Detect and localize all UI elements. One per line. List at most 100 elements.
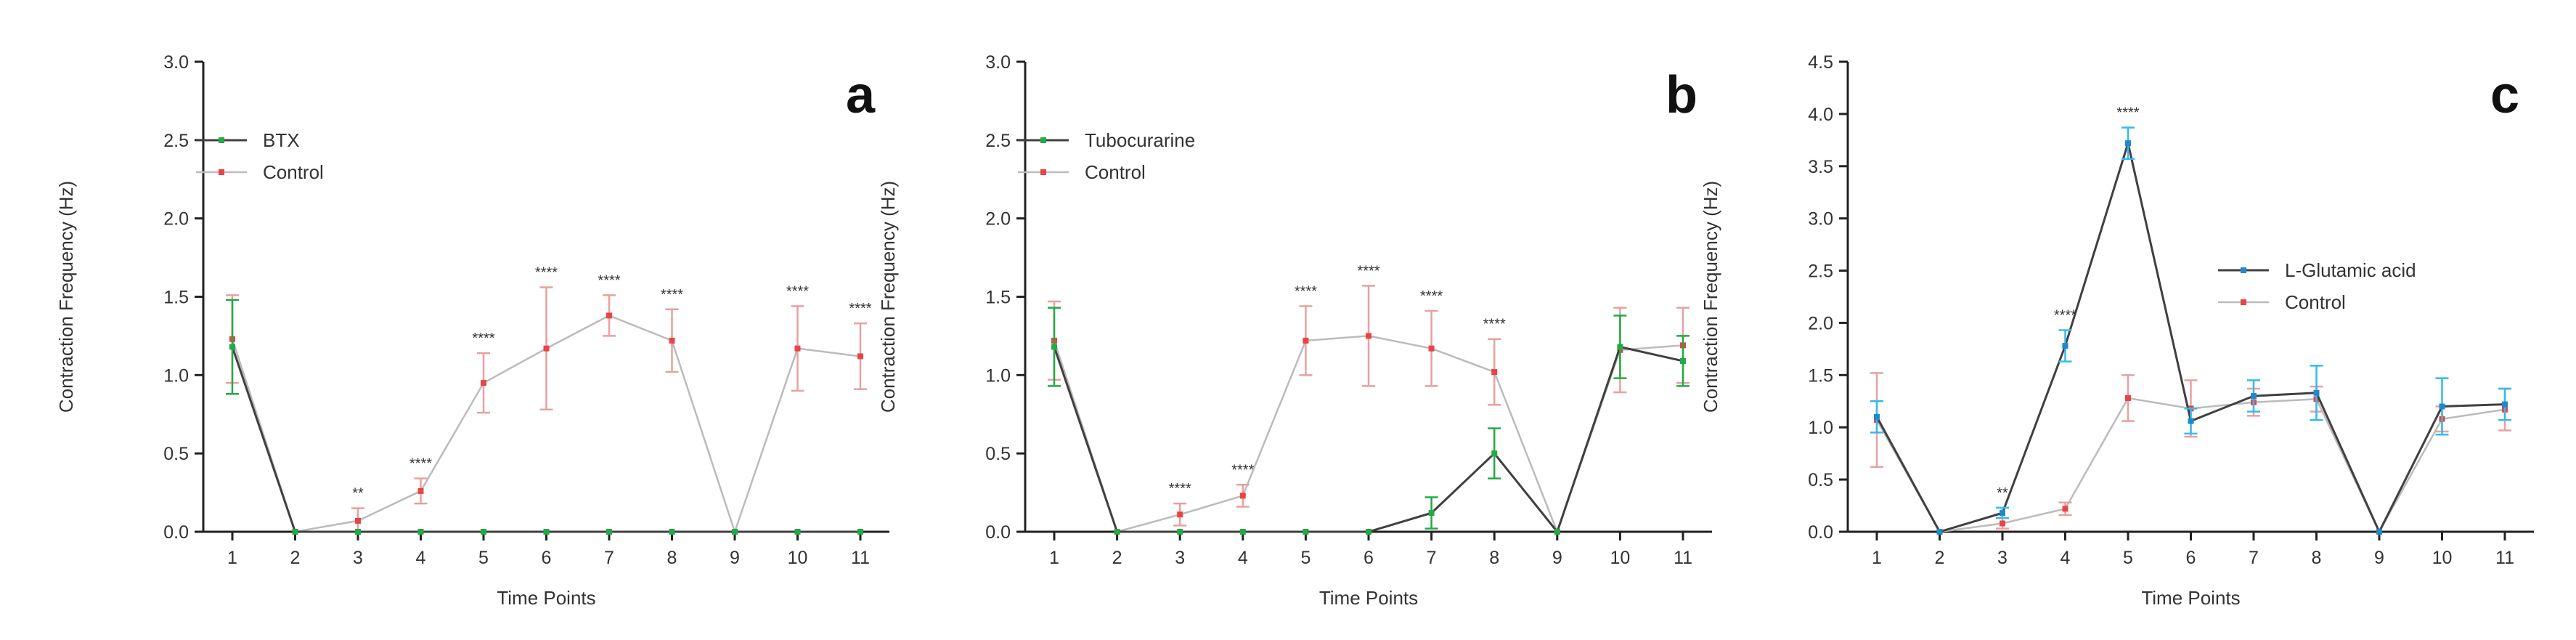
panel-letter: a bbox=[846, 66, 876, 124]
data-point bbox=[669, 529, 675, 535]
legend-label: Tubocurarine bbox=[1085, 129, 1195, 151]
legend-label: Control bbox=[2285, 291, 2346, 313]
y-tick-label: 3.0 bbox=[1808, 209, 1833, 230]
y-tick-label: 1.5 bbox=[163, 288, 189, 308]
data-point bbox=[1177, 511, 1183, 518]
x-tick-label: 5 bbox=[478, 548, 489, 568]
x-tick-label: 9 bbox=[2374, 548, 2384, 568]
significance-marker: **** bbox=[661, 287, 683, 303]
x-tick-label: 1 bbox=[1049, 548, 1059, 568]
x-tick-label: 9 bbox=[1552, 548, 1562, 568]
significance-marker: **** bbox=[2054, 308, 2076, 324]
legend-swatch-marker bbox=[1040, 137, 1046, 143]
chart-panel-a: 0.0 0.5 1.0 1.5 2.0 2.5 3.0 1 2 3 4 5 6 7 8 9 10 11 Time P… bbox=[55, 52, 889, 609]
y-axis-title: Contraction Frequency (Hz) bbox=[55, 181, 77, 413]
y-tick-label: 0.0 bbox=[985, 522, 1011, 543]
y-tick-label: 1.0 bbox=[1808, 418, 1833, 438]
y-tick-label: 1.5 bbox=[985, 288, 1011, 308]
data-point bbox=[1554, 529, 1560, 535]
data-point bbox=[1051, 344, 1057, 350]
x-tick-label: 1 bbox=[1872, 548, 1882, 568]
significance-marker: **** bbox=[786, 283, 809, 299]
significance-marker: **** bbox=[598, 272, 620, 288]
data-point bbox=[606, 312, 612, 319]
data-point bbox=[1177, 529, 1183, 535]
legend: Tubocurarine Control bbox=[1018, 129, 1195, 183]
data-point bbox=[606, 529, 612, 535]
data-point bbox=[292, 529, 298, 535]
legend-swatch-marker bbox=[2241, 267, 2246, 273]
data-point bbox=[1491, 369, 1498, 376]
x-tick-label: 6 bbox=[1364, 548, 1374, 568]
x-tick-label: 6 bbox=[542, 548, 552, 568]
y-axis-title: Contraction Frequency (Hz) bbox=[877, 181, 899, 413]
x-tick-label: 10 bbox=[1610, 548, 1630, 568]
x-tick-label: 10 bbox=[2432, 548, 2453, 568]
y-tick-label: 3.5 bbox=[1808, 157, 1833, 177]
significance-marker: **** bbox=[1357, 263, 1379, 279]
significance-marker: **** bbox=[2116, 105, 2139, 121]
y-tick-label: 2.0 bbox=[163, 209, 189, 230]
data-point bbox=[2251, 393, 2257, 400]
significance-marker: ** bbox=[1997, 485, 2008, 501]
panel-letter: c bbox=[2490, 66, 2519, 124]
data-point bbox=[2062, 506, 2068, 512]
legend-swatch-marker bbox=[2241, 299, 2246, 305]
data-point bbox=[1366, 333, 1371, 339]
x-tick-label: 11 bbox=[2495, 548, 2514, 568]
data-point bbox=[857, 529, 863, 535]
data-point bbox=[732, 529, 738, 535]
data-point bbox=[669, 337, 675, 344]
legend-swatch-marker bbox=[1040, 169, 1046, 175]
x-tick-label: 4 bbox=[1238, 548, 1248, 568]
y-tick-label: 0.5 bbox=[985, 444, 1011, 464]
data-point bbox=[543, 345, 550, 352]
x-axis-title: Time Points bbox=[497, 587, 595, 609]
y-tick-label: 3.0 bbox=[985, 52, 1011, 73]
y-tick-label: 1.0 bbox=[985, 365, 1011, 386]
y-tick-label: 0.5 bbox=[163, 444, 189, 464]
panel-letter: b bbox=[1666, 66, 1697, 124]
data-point bbox=[2502, 401, 2508, 408]
data-point bbox=[355, 529, 361, 535]
significance-marker: **** bbox=[1169, 481, 1191, 497]
significance-marker: **** bbox=[1295, 283, 1317, 299]
data-point bbox=[417, 529, 424, 535]
legend-label: Control bbox=[263, 161, 324, 183]
data-point bbox=[481, 529, 486, 535]
y-tick-label: 2.5 bbox=[1808, 262, 1833, 282]
x-tick-label: 11 bbox=[851, 548, 870, 568]
data-point bbox=[481, 380, 486, 386]
data-point bbox=[355, 517, 361, 524]
data-point bbox=[1303, 529, 1309, 535]
data-point bbox=[1428, 345, 1435, 352]
legend-label: L-Glutamic acid bbox=[2285, 259, 2416, 281]
chart-panel-c: 0.0 0.5 1.0 1.5 2.0 2.5 3.0 3.5 4.0 4.5 1 2 3 4 5 6 7 8 9 1… bbox=[1700, 52, 2534, 609]
data-point bbox=[1491, 450, 1498, 457]
x-tick-label: 7 bbox=[2249, 548, 2259, 568]
x-tick-label: 8 bbox=[1489, 548, 1499, 568]
x-axis-title: Time Points bbox=[1319, 587, 1418, 609]
significance-marker: **** bbox=[1231, 462, 1254, 478]
x-tick-label: 8 bbox=[2312, 548, 2322, 568]
x-tick-label: 3 bbox=[1997, 548, 2008, 568]
y-tick-label: 2.0 bbox=[985, 209, 1011, 230]
data-point bbox=[1428, 510, 1435, 517]
significance-marker: **** bbox=[1420, 288, 1443, 304]
data-point bbox=[1617, 344, 1623, 350]
x-tick-label: 2 bbox=[1935, 548, 1945, 568]
data-point bbox=[2125, 394, 2131, 401]
legend: BTX Control bbox=[196, 129, 324, 183]
significance-marker: ** bbox=[352, 486, 364, 502]
data-point bbox=[229, 344, 235, 350]
x-axis-title: Time Points bbox=[2141, 587, 2240, 609]
data-point bbox=[2000, 510, 2005, 517]
significance-marker: **** bbox=[409, 456, 432, 472]
chart-panel-b: 0.0 0.5 1.0 1.5 2.0 2.5 3.0 1 2 3 4 5 6 7 8 9 10 11 Time P… bbox=[877, 52, 1712, 609]
x-tick-label: 8 bbox=[667, 548, 677, 568]
significance-marker: **** bbox=[1483, 317, 1506, 333]
data-point bbox=[543, 529, 550, 535]
data-point bbox=[2000, 520, 2005, 527]
legend: L-Glutamic acid Control bbox=[2218, 259, 2416, 313]
y-tick-label: 0.0 bbox=[163, 522, 189, 543]
